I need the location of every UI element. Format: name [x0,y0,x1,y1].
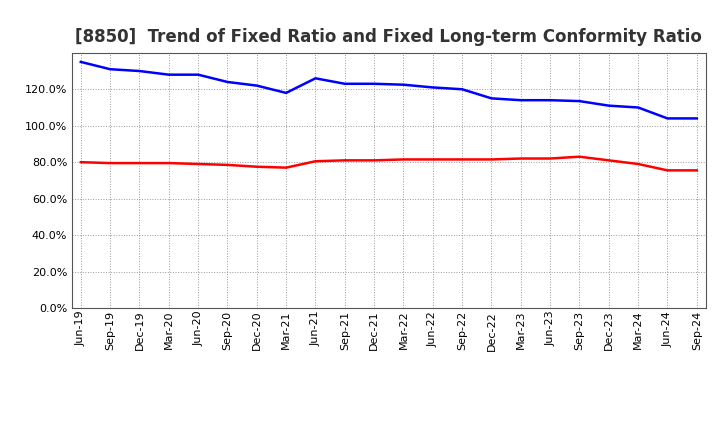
Fixed Ratio [458,87,467,92]
Fixed Ratio [546,98,554,103]
Fixed Long-term Conformity Ratio [76,160,85,165]
Fixed Long-term Conformity Ratio [194,161,202,167]
Fixed Ratio [516,98,525,103]
Fixed Long-term Conformity Ratio [516,156,525,161]
Fixed Ratio [605,103,613,108]
Fixed Ratio [282,90,290,95]
Fixed Ratio [341,81,349,86]
Line: Fixed Long-term Conformity Ratio: Fixed Long-term Conformity Ratio [81,157,697,170]
Fixed Long-term Conformity Ratio [282,165,290,170]
Fixed Ratio [693,116,701,121]
Title: [8850]  Trend of Fixed Ratio and Fixed Long-term Conformity Ratio: [8850] Trend of Fixed Ratio and Fixed Lo… [76,28,702,46]
Fixed Long-term Conformity Ratio [399,157,408,162]
Fixed Long-term Conformity Ratio [458,157,467,162]
Fixed Long-term Conformity Ratio [663,168,672,173]
Fixed Ratio [634,105,642,110]
Fixed Long-term Conformity Ratio [223,162,232,168]
Fixed Long-term Conformity Ratio [341,158,349,163]
Fixed Ratio [76,59,85,65]
Fixed Long-term Conformity Ratio [164,161,173,166]
Fixed Long-term Conformity Ratio [605,158,613,163]
Fixed Ratio [428,85,437,90]
Fixed Ratio [663,116,672,121]
Fixed Ratio [223,79,232,84]
Fixed Long-term Conformity Ratio [575,154,584,159]
Fixed Long-term Conformity Ratio [311,159,320,164]
Fixed Ratio [399,82,408,87]
Fixed Ratio [370,81,379,86]
Fixed Long-term Conformity Ratio [106,161,114,166]
Fixed Ratio [311,76,320,81]
Line: Fixed Ratio: Fixed Ratio [81,62,697,118]
Fixed Long-term Conformity Ratio [487,157,496,162]
Fixed Ratio [487,96,496,101]
Fixed Long-term Conformity Ratio [253,164,261,169]
Fixed Ratio [253,83,261,88]
Fixed Long-term Conformity Ratio [428,157,437,162]
Fixed Ratio [106,66,114,72]
Fixed Long-term Conformity Ratio [546,156,554,161]
Fixed Long-term Conformity Ratio [135,161,144,166]
Fixed Ratio [164,72,173,77]
Fixed Long-term Conformity Ratio [693,168,701,173]
Fixed Ratio [135,68,144,73]
Fixed Long-term Conformity Ratio [370,158,379,163]
Fixed Ratio [575,99,584,104]
Fixed Ratio [194,72,202,77]
Fixed Long-term Conformity Ratio [634,161,642,167]
